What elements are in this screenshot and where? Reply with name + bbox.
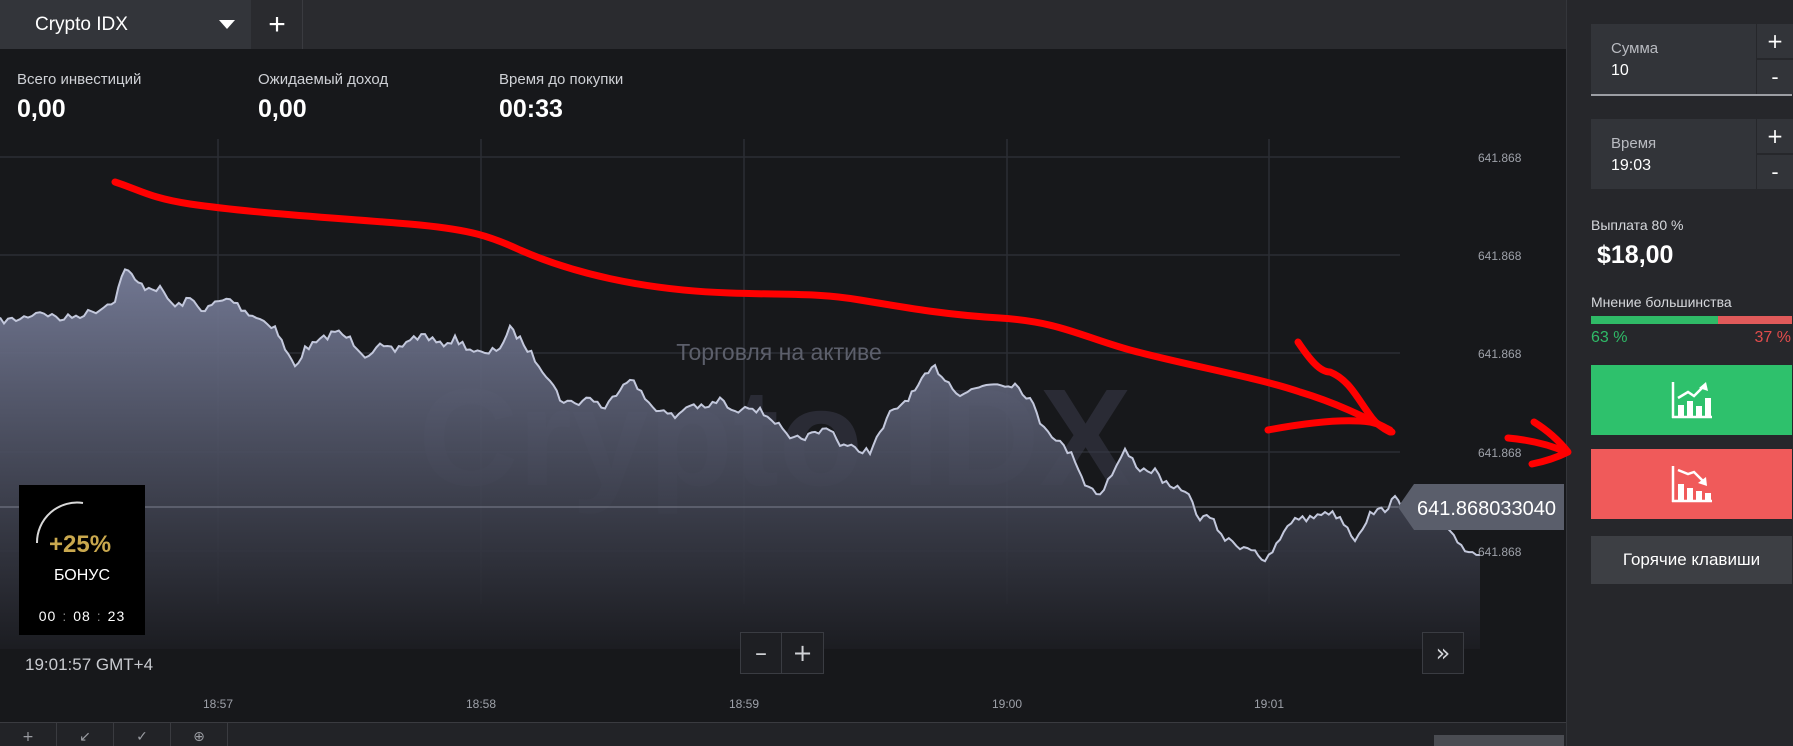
bonus-arc-icon — [35, 501, 84, 544]
x-tick-label: 19:00 — [992, 697, 1022, 711]
amount-underline — [1591, 94, 1792, 96]
bottom-toolbar: + ↙ ✓ ⊕ — [0, 722, 1566, 746]
time-plus-button[interactable]: + — [1757, 119, 1793, 153]
amount-plus-button[interactable]: + — [1757, 24, 1793, 58]
amount-label: Сумма — [1611, 40, 1659, 57]
tool-indicator-icon[interactable]: ⊕ — [171, 723, 228, 746]
majority-down-percent: 37 % — [1754, 329, 1791, 346]
y-tick-label: 641.868 — [1478, 545, 1522, 559]
current-price-label: 641.868033040 — [1398, 484, 1564, 530]
price-area — [0, 269, 1480, 649]
expected-income: Ожидаемый доход 0,00 — [258, 71, 388, 124]
time-input[interactable] — [1611, 157, 1731, 175]
chevron-down-icon[interactable] — [219, 20, 235, 29]
stats-row: Всего инвестиций 0,00 Ожидаемый доход 0,… — [0, 49, 1566, 129]
chart-subtitle: Торговля на активе — [676, 339, 882, 365]
expected-income-label: Ожидаемый доход — [258, 71, 389, 88]
majority-up-fill — [1591, 316, 1718, 324]
current-price-text: 641.868033040 — [1417, 498, 1556, 520]
asset-selector-tab[interactable]: Crypto IDX — [0, 0, 251, 49]
chart-up-icon — [1671, 382, 1712, 419]
bonus-widget[interactable]: +25% БОНУС 00:08:23 — [19, 485, 145, 635]
chart-down-icon — [1671, 466, 1712, 503]
tab-bar: Crypto IDX + — [0, 0, 1566, 49]
x-tick-label: 18:59 — [729, 697, 759, 711]
trade-panel: Сумма + - Время + - Выплата 80 % $18,00 … — [1566, 0, 1793, 746]
buy-up-button[interactable] — [1591, 365, 1792, 435]
add-tab-button[interactable]: + — [252, 0, 303, 49]
price-chart[interactable]: Crypto IDX Торговля на активе 641.868033… — [0, 49, 1566, 722]
bonus-timer-seconds: 23 — [107, 608, 126, 624]
tool-add-icon[interactable]: + — [0, 723, 57, 746]
chart-area[interactable]: Crypto IDX Торговля на активе 641.868033… — [0, 49, 1566, 722]
payout-value: $18,00 — [1597, 241, 1674, 269]
time-minus-button[interactable]: - — [1757, 155, 1793, 189]
x-tick-label: 19:01 — [1254, 697, 1284, 711]
y-tick-label: 641.868 — [1478, 446, 1522, 460]
time-to-purchase-label: Время до покупки — [499, 71, 624, 88]
majority-up-percent: 63 % — [1591, 329, 1628, 346]
bonus-timer: 00:08:23 — [38, 608, 126, 624]
hotkeys-button[interactable]: Горячие клавиши — [1591, 536, 1792, 584]
zoom-controls: – + — [740, 632, 824, 674]
amount-input[interactable] — [1611, 62, 1731, 80]
majority-opinion-bar — [1591, 316, 1792, 324]
time-to-purchase-value: 00:33 — [499, 95, 563, 123]
total-investment-label: Всего инвестиций — [17, 71, 142, 88]
payout-label: Выплата 80 % — [1591, 217, 1684, 233]
buy-down-button[interactable] — [1591, 449, 1792, 519]
total-investment: Всего инвестиций 0,00 — [17, 71, 141, 124]
expected-income-value: 0,00 — [258, 95, 307, 123]
scroll-bar[interactable] — [1434, 735, 1564, 746]
bonus-label: БОНУС — [53, 567, 111, 584]
majority-opinion-label: Мнение большинства — [1591, 294, 1732, 310]
total-investment-value: 0,00 — [17, 95, 66, 123]
zoom-in-button[interactable]: + — [782, 633, 823, 673]
bonus-timer-hours: 00 — [38, 608, 57, 624]
tool-draw-icon[interactable]: ✓ — [114, 723, 171, 746]
y-tick-label: 641.868 — [1478, 347, 1522, 361]
y-tick-label: 641.868 — [1478, 151, 1522, 165]
amount-field[interactable]: Сумма + - — [1591, 24, 1793, 94]
x-tick-label: 18:58 — [466, 697, 496, 711]
bonus-percent: +25% — [49, 531, 112, 558]
server-clock: 19:01:57 GMT+4 — [25, 655, 154, 674]
time-label: Время — [1611, 135, 1657, 152]
zoom-out-button[interactable]: – — [741, 633, 783, 673]
amount-minus-button[interactable]: - — [1757, 60, 1793, 94]
scroll-to-latest-button[interactable]: » — [1422, 632, 1464, 674]
y-tick-label: 641.868 — [1478, 249, 1522, 263]
tool-arrow-icon[interactable]: ↙ — [57, 723, 114, 746]
bonus-timer-minutes: 08 — [73, 608, 91, 624]
asset-name: Crypto IDX — [35, 13, 128, 35]
time-to-purchase: Время до покупки 00:33 — [499, 71, 623, 124]
x-tick-label: 18:57 — [203, 697, 233, 711]
time-field[interactable]: Время + - — [1591, 119, 1793, 189]
